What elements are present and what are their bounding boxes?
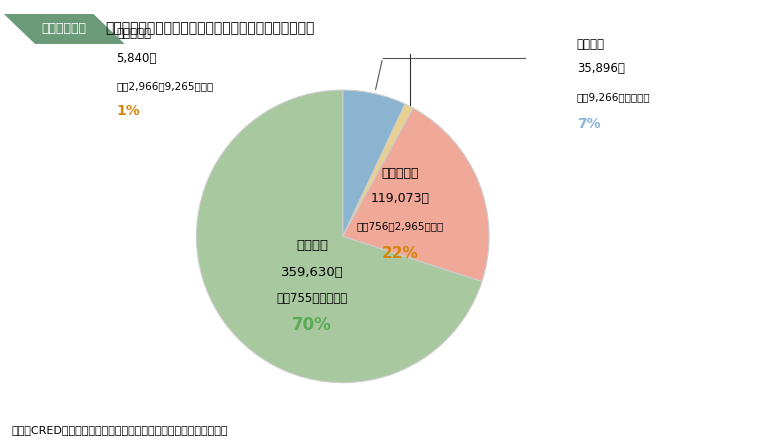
Text: 22%: 22% [382,246,418,261]
Text: （年2,966～9,265ドル）: （年2,966～9,265ドル） [116,82,213,91]
Wedge shape [343,90,405,236]
Wedge shape [343,108,489,281]
Text: 359,630人: 359,630人 [280,265,344,278]
Text: 中高所得国: 中高所得国 [116,27,151,40]
Text: 図４－１－３: 図４－１－３ [42,22,86,35]
Text: 中低所得国: 中低所得国 [381,167,419,181]
Text: 70%: 70% [292,316,332,334]
Text: 119,073人: 119,073人 [371,192,429,205]
Polygon shape [4,14,125,44]
Text: 35,896人: 35,896人 [576,62,625,75]
Text: 1%: 1% [116,104,139,118]
Text: 7%: 7% [576,117,601,131]
Text: 高所得国: 高所得国 [576,37,605,50]
Text: 国の１人当たり平均所得別自然災害による死者数の割合: 国の１人当たり平均所得別自然災害による死者数の割合 [105,21,315,35]
Text: 5,840人: 5,840人 [116,52,157,65]
Text: （年755ドル以下）: （年755ドル以下） [277,292,348,305]
Text: （年9,266ドル以上）: （年9,266ドル以上） [576,92,650,102]
Text: 低所得国: 低所得国 [296,239,328,252]
Wedge shape [196,90,482,383]
Text: 資料：CRED，アジア防災センター資料を基に内閣府において作成。: 資料：CRED，アジア防災センター資料を基に内閣府において作成。 [12,425,228,435]
Wedge shape [343,104,413,236]
Text: （年756～2,965ドル）: （年756～2,965ドル） [356,222,443,231]
